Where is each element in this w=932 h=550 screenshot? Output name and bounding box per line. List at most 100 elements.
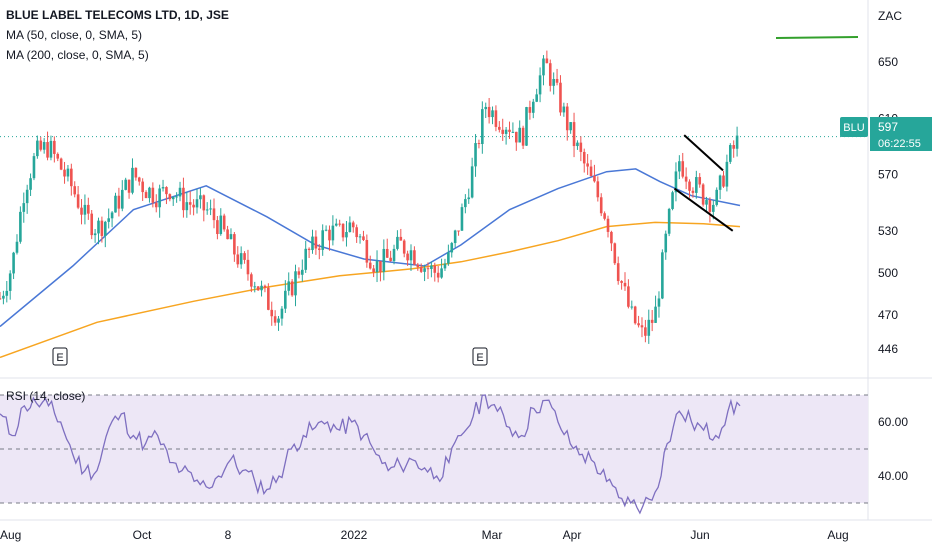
candle-body	[131, 167, 134, 193]
candle-body	[535, 94, 538, 102]
candle-body	[389, 257, 392, 261]
candle-body	[640, 325, 644, 328]
candle-body	[691, 190, 695, 193]
x-tick-label-2: 8	[225, 528, 232, 542]
candle-body	[110, 212, 114, 219]
candle-body	[15, 241, 19, 253]
candle-body	[351, 222, 355, 228]
candle-body	[216, 220, 219, 235]
candle-body	[205, 209, 209, 211]
candle-body	[399, 236, 403, 241]
candle-body	[209, 208, 212, 210]
candle-body	[341, 223, 345, 238]
candle-body	[141, 181, 144, 193]
candle-body	[338, 223, 341, 225]
candle-body	[661, 252, 664, 299]
candle-body	[620, 281, 623, 283]
candle-body	[498, 126, 501, 130]
candle-body	[450, 243, 454, 253]
candle-body	[515, 131, 518, 143]
candle-body	[117, 195, 121, 209]
event-marker-0	[52, 347, 68, 366]
candle-body	[586, 163, 589, 167]
x-tick-label-3: 2022	[341, 528, 368, 542]
x-tick-label-5: Apr	[563, 528, 582, 542]
candle-body	[695, 177, 698, 193]
candle-body	[137, 177, 141, 182]
candle-body	[365, 239, 369, 263]
candle-body	[572, 122, 576, 147]
symbol-tag: BLU	[843, 122, 864, 134]
candle-body	[457, 230, 460, 232]
ma50-legend: MA (50, close, 0, SMA, 5)	[6, 28, 143, 42]
candle-body	[256, 286, 260, 291]
channel-line-0	[683, 134, 724, 172]
candle-body	[708, 199, 712, 212]
candle-body	[481, 109, 484, 144]
y-tick-label-6: 446	[878, 342, 898, 356]
candle-body	[528, 107, 532, 113]
candle-body	[219, 215, 223, 235]
candle-body	[633, 306, 637, 324]
candle-body	[345, 232, 348, 238]
y-tick-label-0: 650	[878, 55, 898, 69]
candle-body	[647, 319, 651, 336]
candle-body	[525, 107, 528, 146]
candle-body	[267, 287, 270, 310]
candle-body	[178, 187, 182, 197]
candle-body	[355, 227, 358, 238]
candle-body	[593, 176, 596, 182]
candle-body	[66, 168, 70, 177]
candle-body	[12, 252, 15, 274]
candle-body	[467, 197, 471, 200]
candle-body	[63, 169, 66, 177]
candle-body	[610, 231, 613, 244]
candle-body	[718, 175, 722, 190]
candle-body	[263, 285, 267, 288]
candle-body	[103, 221, 107, 236]
candle-body	[599, 197, 603, 214]
candle-body	[426, 268, 430, 270]
candle-body	[453, 230, 457, 244]
candle-body	[287, 281, 291, 291]
candle-body	[684, 176, 688, 182]
candle-body	[430, 265, 433, 269]
candle-body	[161, 187, 165, 189]
candle-body	[674, 171, 678, 193]
candle-body	[368, 262, 372, 269]
y-tick-label-3: 530	[878, 224, 898, 238]
candle-body	[688, 181, 691, 191]
candle-body	[314, 236, 318, 249]
candle-body	[114, 195, 117, 213]
candle-body	[171, 196, 175, 200]
candle-body	[348, 222, 352, 233]
candle-body	[222, 215, 226, 230]
candle-body	[487, 106, 491, 118]
candle-body	[664, 233, 668, 253]
candle-body	[185, 202, 189, 211]
candle-body	[518, 127, 521, 143]
candle-body	[25, 189, 29, 204]
candle-body	[321, 230, 324, 250]
candle-body	[722, 175, 725, 187]
candle-body	[732, 145, 735, 149]
candle-body	[484, 106, 488, 110]
candle-body	[416, 264, 420, 268]
event-marker-1	[472, 347, 488, 366]
candle-body	[246, 259, 250, 275]
candle-body	[188, 202, 192, 205]
candle-body	[545, 58, 549, 64]
candle-body	[579, 142, 583, 152]
candle-body	[239, 253, 243, 265]
candle-body	[124, 179, 127, 190]
candle-body	[273, 316, 277, 323]
candle-body	[46, 142, 49, 158]
candle-body	[284, 290, 287, 309]
candle-body	[375, 261, 379, 273]
candle-body	[671, 192, 674, 209]
candle-body	[644, 327, 647, 336]
candle-body	[324, 229, 328, 231]
candle-body	[59, 158, 63, 170]
candle-body	[226, 229, 229, 240]
last-price-tag-bg	[870, 117, 932, 151]
